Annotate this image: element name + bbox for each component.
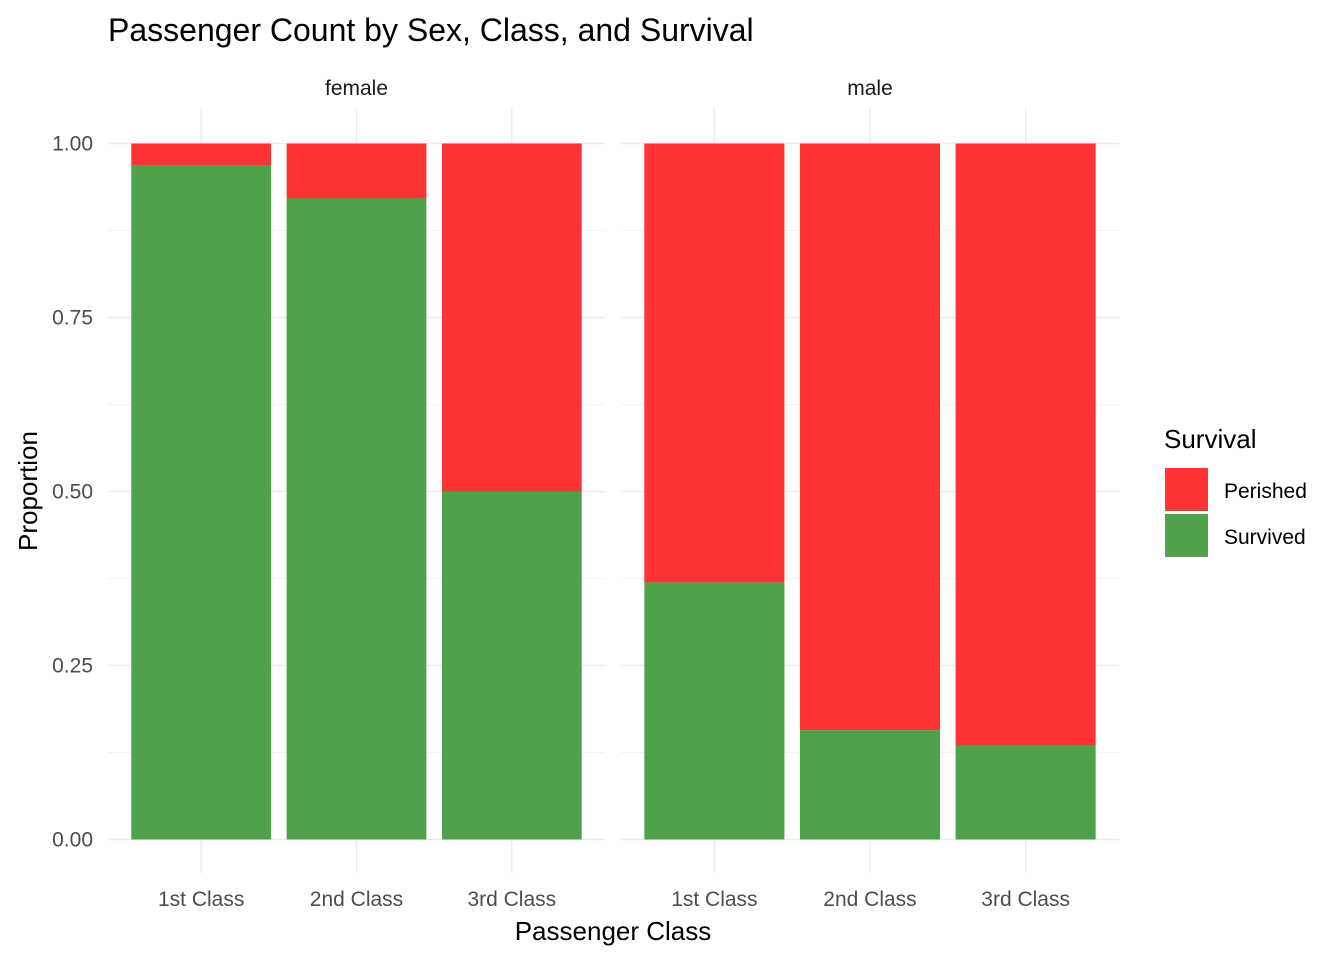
bar-female-2-perished — [286, 143, 427, 199]
x-axis-title: Passenger Class — [515, 916, 712, 946]
legend: Survival Perished Survived — [1164, 424, 1307, 557]
legend-label-survived: Survived — [1224, 526, 1306, 549]
bar-male-3-survived — [955, 745, 1096, 840]
facet-panel-male: 1st Class 2nd Class 3rd Class male — [621, 77, 1119, 911]
bar-female-1-perished — [131, 143, 272, 166]
y-tick-label: 1.00 — [52, 133, 93, 156]
legend-key-perished — [1165, 468, 1208, 511]
x-tick-label: 2nd Class — [310, 888, 403, 911]
y-tick-label: 0.50 — [52, 481, 93, 504]
legend-label-perished: Perished — [1224, 480, 1307, 503]
bar-male-1-perished — [644, 143, 785, 583]
bar-male-1-survived — [644, 582, 785, 840]
y-tick-label: 0.25 — [52, 655, 93, 678]
facet-strip-label: female — [325, 77, 388, 100]
bar-female-2-survived — [286, 198, 427, 840]
x-tick-label: 3rd Class — [467, 888, 556, 911]
bar-female-3-perished — [441, 143, 582, 492]
x-tick-label: 3rd Class — [981, 888, 1070, 911]
legend-key-survived — [1165, 514, 1208, 557]
y-tick-label: 0.00 — [52, 829, 93, 852]
bar-male-2-survived — [799, 730, 941, 840]
y-axis-title: Proportion — [13, 431, 43, 551]
facet-panel-female: 1st Class 2nd Class 3rd Class female — [108, 77, 605, 911]
bar-male-2-perished — [799, 143, 941, 731]
bar-male-3-perished — [955, 143, 1096, 746]
facet-strip-label: male — [847, 77, 893, 100]
y-tick-label: 0.75 — [52, 307, 93, 330]
bar-female-3-survived — [441, 491, 582, 840]
x-tick-label: 1st Class — [158, 888, 244, 911]
chart-title: Passenger Count by Sex, Class, and Survi… — [108, 12, 754, 48]
x-tick-label: 2nd Class — [823, 888, 916, 911]
legend-title: Survival — [1164, 424, 1256, 454]
x-tick-label: 1st Class — [671, 888, 757, 911]
bar-female-1-survived — [131, 165, 272, 840]
